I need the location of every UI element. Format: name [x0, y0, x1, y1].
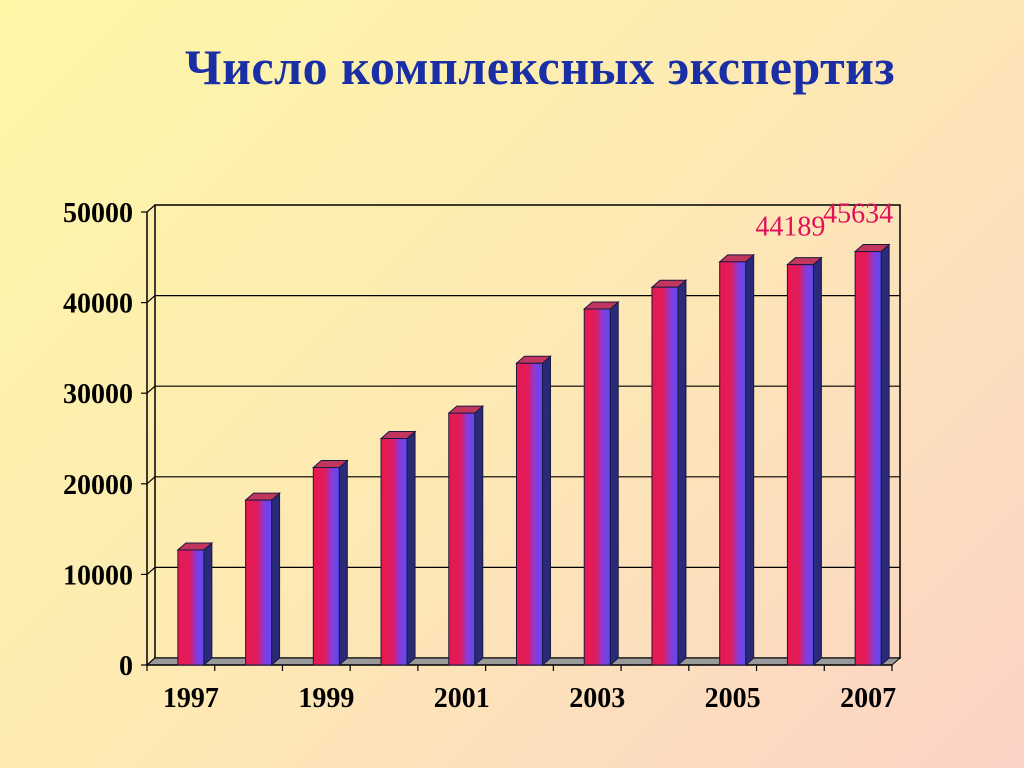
bar-side [203, 541, 213, 667]
chart-title: Число комплексных экспертиз [184, 39, 896, 95]
bar [311, 459, 349, 667]
bar-front [177, 549, 205, 666]
y-tick-label: 20000 [63, 470, 133, 501]
gridline-depth [146, 476, 156, 485]
bar-front [854, 251, 882, 666]
bar-front [516, 362, 543, 666]
bar [582, 300, 620, 667]
y-tick-label: 40000 [63, 289, 133, 320]
bar-front [380, 438, 408, 666]
bar-front [245, 499, 273, 666]
bar-front [651, 286, 679, 666]
y-tick-label: 50000 [63, 198, 133, 229]
x-tick-labels: 1997 1999 2001 2003 2005 2007 [163, 683, 896, 714]
bars [176, 243, 891, 667]
bar-front [312, 466, 340, 666]
bar-side [406, 430, 416, 667]
bar-side [677, 279, 687, 667]
y-tick-labels: 0 10000 20000 30000 40000 50000 [63, 198, 133, 682]
y-tick-label: 10000 [63, 560, 133, 591]
gridline-depth [146, 385, 156, 394]
bar [176, 541, 214, 667]
gridline-depth [146, 295, 156, 304]
x-tick-label: 2003 [569, 683, 625, 714]
bar [379, 430, 417, 667]
bar [515, 355, 552, 667]
bar-side [745, 253, 755, 667]
x-tick-label: 2007 [840, 683, 896, 714]
bar [650, 279, 688, 667]
bar-front [583, 308, 611, 666]
bar-side [338, 459, 348, 667]
x-tick-label: 2001 [434, 683, 490, 714]
bar-side [609, 300, 619, 667]
x-tick-label: 1997 [163, 683, 219, 714]
bar-side [542, 355, 551, 667]
bar-side [880, 243, 890, 667]
bar-front [786, 264, 814, 666]
x-tick-label: 2005 [705, 683, 761, 714]
gridline-depth [146, 566, 156, 575]
bar-side [474, 405, 484, 667]
bar [718, 253, 756, 667]
bar-side [812, 256, 822, 667]
bar [853, 243, 891, 667]
y-tick-label: 30000 [63, 379, 133, 410]
bar-side [271, 492, 281, 667]
bar [786, 256, 823, 667]
bar [447, 405, 485, 667]
y-tick-label: 0 [119, 651, 133, 682]
bar [244, 492, 281, 667]
bar-front [719, 261, 747, 666]
gridline-depth [146, 204, 156, 213]
data-label: 44189 [755, 212, 825, 243]
data-label: 45634 [823, 199, 893, 230]
x-tick-label: 1999 [298, 683, 354, 714]
bar-front [448, 412, 476, 666]
